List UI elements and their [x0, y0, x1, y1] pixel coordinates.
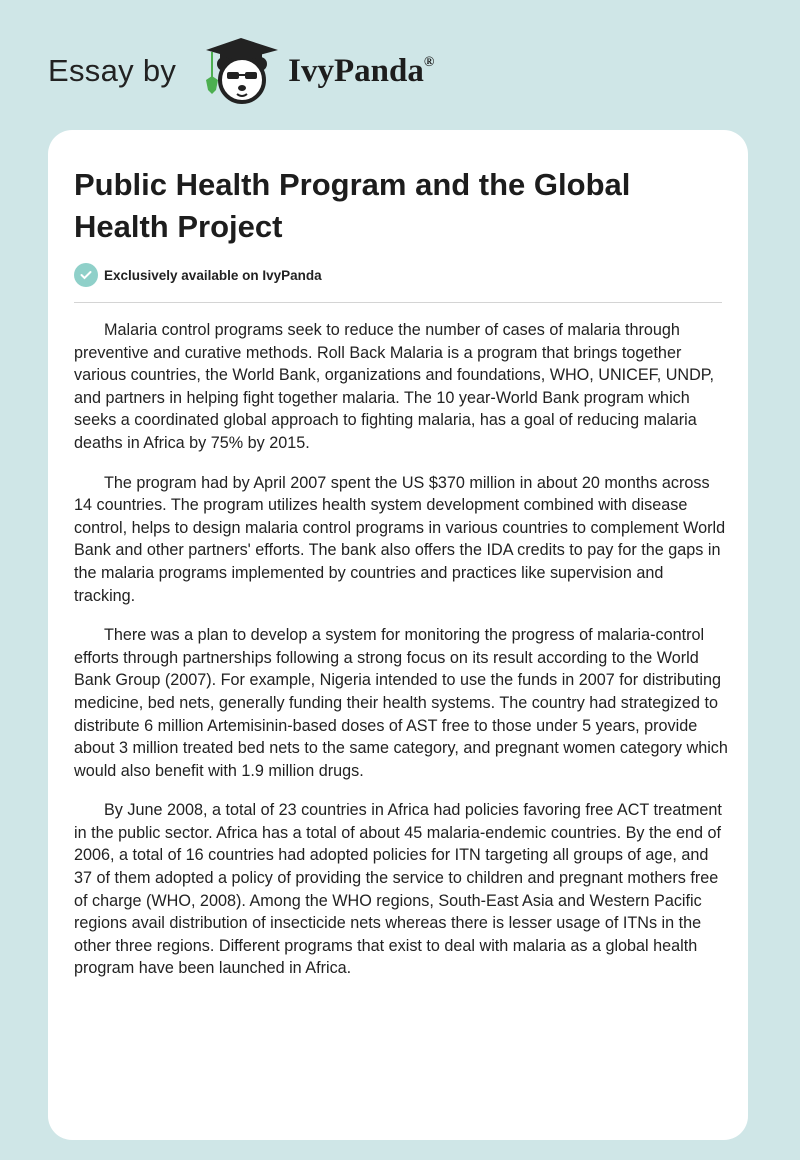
- exclusive-badge: Exclusively available on IvyPanda: [74, 263, 322, 287]
- registered-mark: ®: [423, 54, 435, 70]
- paragraph: By June 2008, a total of 23 countries in…: [74, 801, 722, 978]
- paragraph: There was a plan to develop a system for…: [74, 626, 728, 780]
- divider: [74, 302, 722, 303]
- brand-text: IvyPanda: [288, 52, 424, 89]
- brand-name[interactable]: IvyPanda®: [288, 53, 434, 90]
- essay-card: Public Health Program and the Global Hea…: [48, 130, 748, 1140]
- essay-body: Malaria control programs seek to reduce …: [74, 319, 728, 997]
- paragraph: Malaria control programs seek to reduce …: [74, 321, 714, 452]
- ivypanda-panda-logo-icon[interactable]: [196, 36, 286, 106]
- exclusive-label: Exclusively available on IvyPanda: [104, 267, 322, 283]
- paragraph: The program had by April 2007 spent the …: [74, 473, 726, 605]
- essay-by-label: Essay by: [48, 53, 177, 88]
- page-title: Public Health Program and the Global Hea…: [74, 167, 631, 244]
- check-circle-icon: [74, 263, 98, 287]
- site-header: Essay by IvyPanda®: [48, 36, 434, 106]
